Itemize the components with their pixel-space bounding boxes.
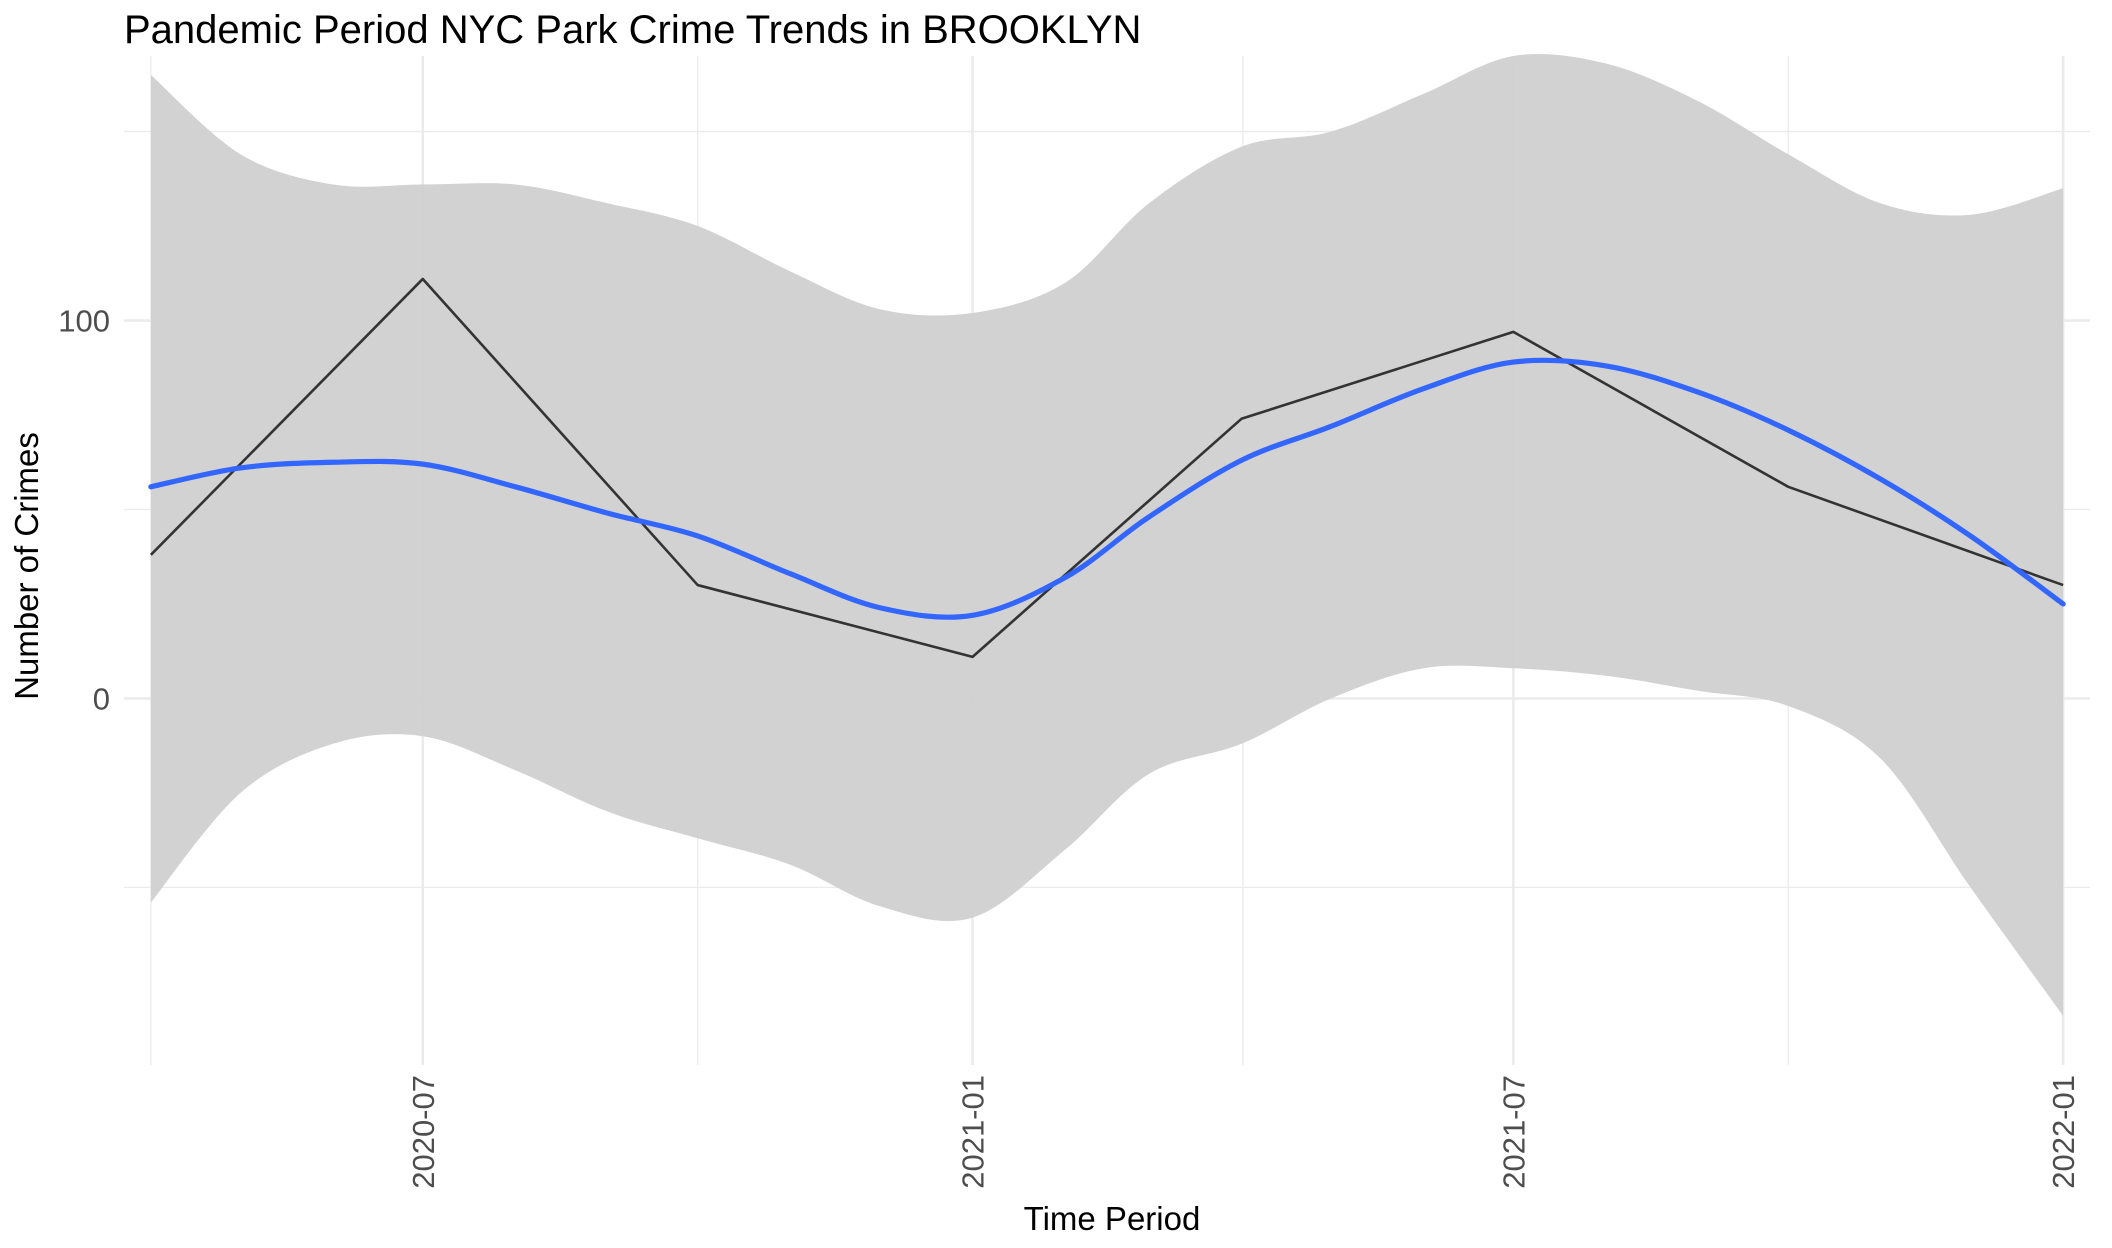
y-tick-label: 100 — [58, 304, 110, 339]
y-axis-title: Number of Crimes — [8, 432, 45, 700]
line-layer — [148, 277, 2066, 659]
tick-label-layer: 0 100 2020-07 2021-01 2021-07 2022-01 — [58, 304, 2081, 1189]
y-tick-label: 0 — [93, 681, 110, 716]
smooth-trend-line — [148, 357, 2066, 620]
chart-title: Pandemic Period NYC Park Crime Trends in… — [124, 8, 1142, 52]
x-tick-label: 2021-07 — [1496, 1075, 1531, 1189]
x-axis-title: Time Period — [1024, 1200, 1201, 1237]
confidence-band — [150, 53, 2064, 1016]
observed-crime-line — [149, 277, 2064, 659]
x-tick-label: 2020-07 — [406, 1075, 441, 1189]
x-tick-label: 2022-01 — [2046, 1075, 2081, 1189]
x-tick-label: 2021-01 — [956, 1075, 991, 1189]
